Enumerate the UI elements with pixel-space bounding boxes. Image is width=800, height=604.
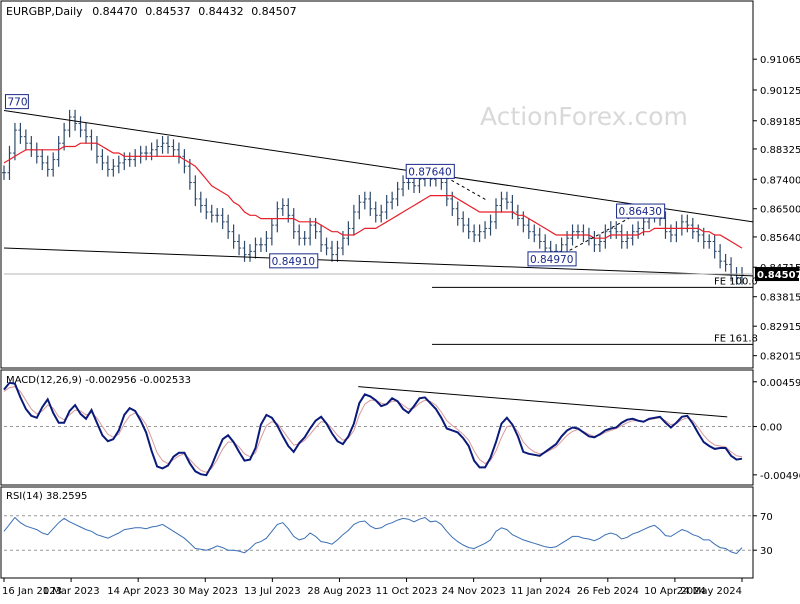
header-high: 0.84537 [145, 5, 191, 18]
price-axis-tick-label: 0.88325 [760, 145, 800, 156]
price-axis-tick-label: 0.91065 [760, 55, 800, 66]
fib-level-label: FE 161.8 [714, 333, 758, 344]
x-axis-tick-label: 1 Mar 2023 [43, 586, 100, 597]
header-open: 0.84470 [92, 5, 138, 18]
price-annotation-label: 0.84970 [530, 254, 573, 266]
x-axis-tick-label: 30 May 2023 [173, 586, 238, 597]
price-annotation-box [527, 251, 577, 267]
price-annotation-box [269, 253, 319, 269]
price-annotation-label: 770 [7, 97, 27, 109]
price-panel-frame [0, 0, 754, 369]
price-axis-tick-label: 0.82915 [760, 322, 800, 333]
x-axis-tick-label: 10 Apr 2024 [644, 586, 706, 597]
axis-layer: 0.91065 0.90125 0.89185 0.88325 0.87400 0.865… [2, 55, 800, 597]
x-axis-tick-label: 16 Jan 2023 [2, 586, 62, 597]
trendline-dashed-2 [553, 210, 643, 260]
price-annotation-label: 0.87640 [408, 166, 451, 178]
price-axis-tick-label: 0.83815 [760, 293, 800, 304]
last-price-label: 0.84507 [757, 270, 800, 281]
rsi-panel-frame [0, 486, 754, 579]
macd-label: MACD(12,26,9) -0.002956 -0.002533 [6, 375, 191, 386]
header-close: 0.84507 [251, 5, 297, 18]
price-annotation-box [4, 94, 29, 110]
macd-panel-frame [0, 369, 754, 486]
x-axis-tick-label: 24 May 2024 [677, 586, 742, 597]
rsi-label: RSI(14) 38.2595 [6, 491, 87, 502]
macd-trendline [358, 386, 728, 418]
trendline-lower-channel [3, 247, 754, 277]
header-low: 0.84432 [198, 5, 244, 18]
x-axis-tick-label: 26 Feb 2024 [577, 586, 639, 597]
chart-header: EURGBP,Daily 0.84470 0.84537 0.84432 0.8… [6, 5, 297, 18]
x-axis-tick-label: 28 Aug 2023 [307, 586, 371, 597]
rsi-line [3, 516, 743, 555]
macd-layer [3, 381, 753, 477]
price-axis-tick-label: 0.85640 [760, 233, 800, 244]
trendline-dashed-1 [435, 170, 488, 201]
last-price-box [755, 267, 799, 282]
price-layer: FE 100.0 FE 161.8 770 0.87640 0.84910 0.84970… [2, 94, 758, 345]
x-axis-tick-label: 13 Jul 2023 [244, 586, 301, 597]
macd-axis-tick-label: 0.004599 [760, 378, 800, 389]
macd-line [3, 381, 743, 477]
price-annotation-label: 0.84910 [272, 256, 315, 268]
rsi-axis-tick-label: 30 [760, 546, 773, 557]
price-axis-tick-label: 0.82015 [760, 352, 800, 363]
price-axis-tick-label: 0.87400 [760, 175, 800, 186]
macd-axis-tick-label: 0.00 [760, 423, 782, 434]
trendline-upper-channel [3, 109, 754, 223]
x-axis-tick-label: 14 Apr 2023 [107, 586, 169, 597]
x-axis-tick-label: 11 Jan 2024 [511, 586, 571, 597]
rsi-axis-tick-label: 70 [760, 512, 773, 523]
macd-signal-line [3, 386, 743, 473]
price-annotation-box [405, 163, 455, 179]
x-axis-tick-label: 11 Oct 2023 [376, 586, 438, 597]
macd-axis-tick-label: -0.004961 [760, 471, 800, 482]
fib-level-label: FE 100.0 [714, 276, 758, 287]
price-axis-tick-label: 0.90125 [760, 86, 800, 97]
moving-average-line [3, 142, 743, 249]
header-symbol: EURGBP,Daily [6, 5, 83, 18]
price-annotation-label: 0.86430 [619, 206, 662, 218]
x-axis-tick-label: 24 Nov 2023 [442, 586, 506, 597]
watermark: ActionForex.com [480, 102, 688, 131]
price-axis-tick-label: 0.86500 [760, 205, 800, 216]
price-annotation-box [616, 203, 666, 219]
price-axis-tick-label: 0.89185 [760, 117, 800, 128]
rsi-layer [3, 515, 753, 555]
